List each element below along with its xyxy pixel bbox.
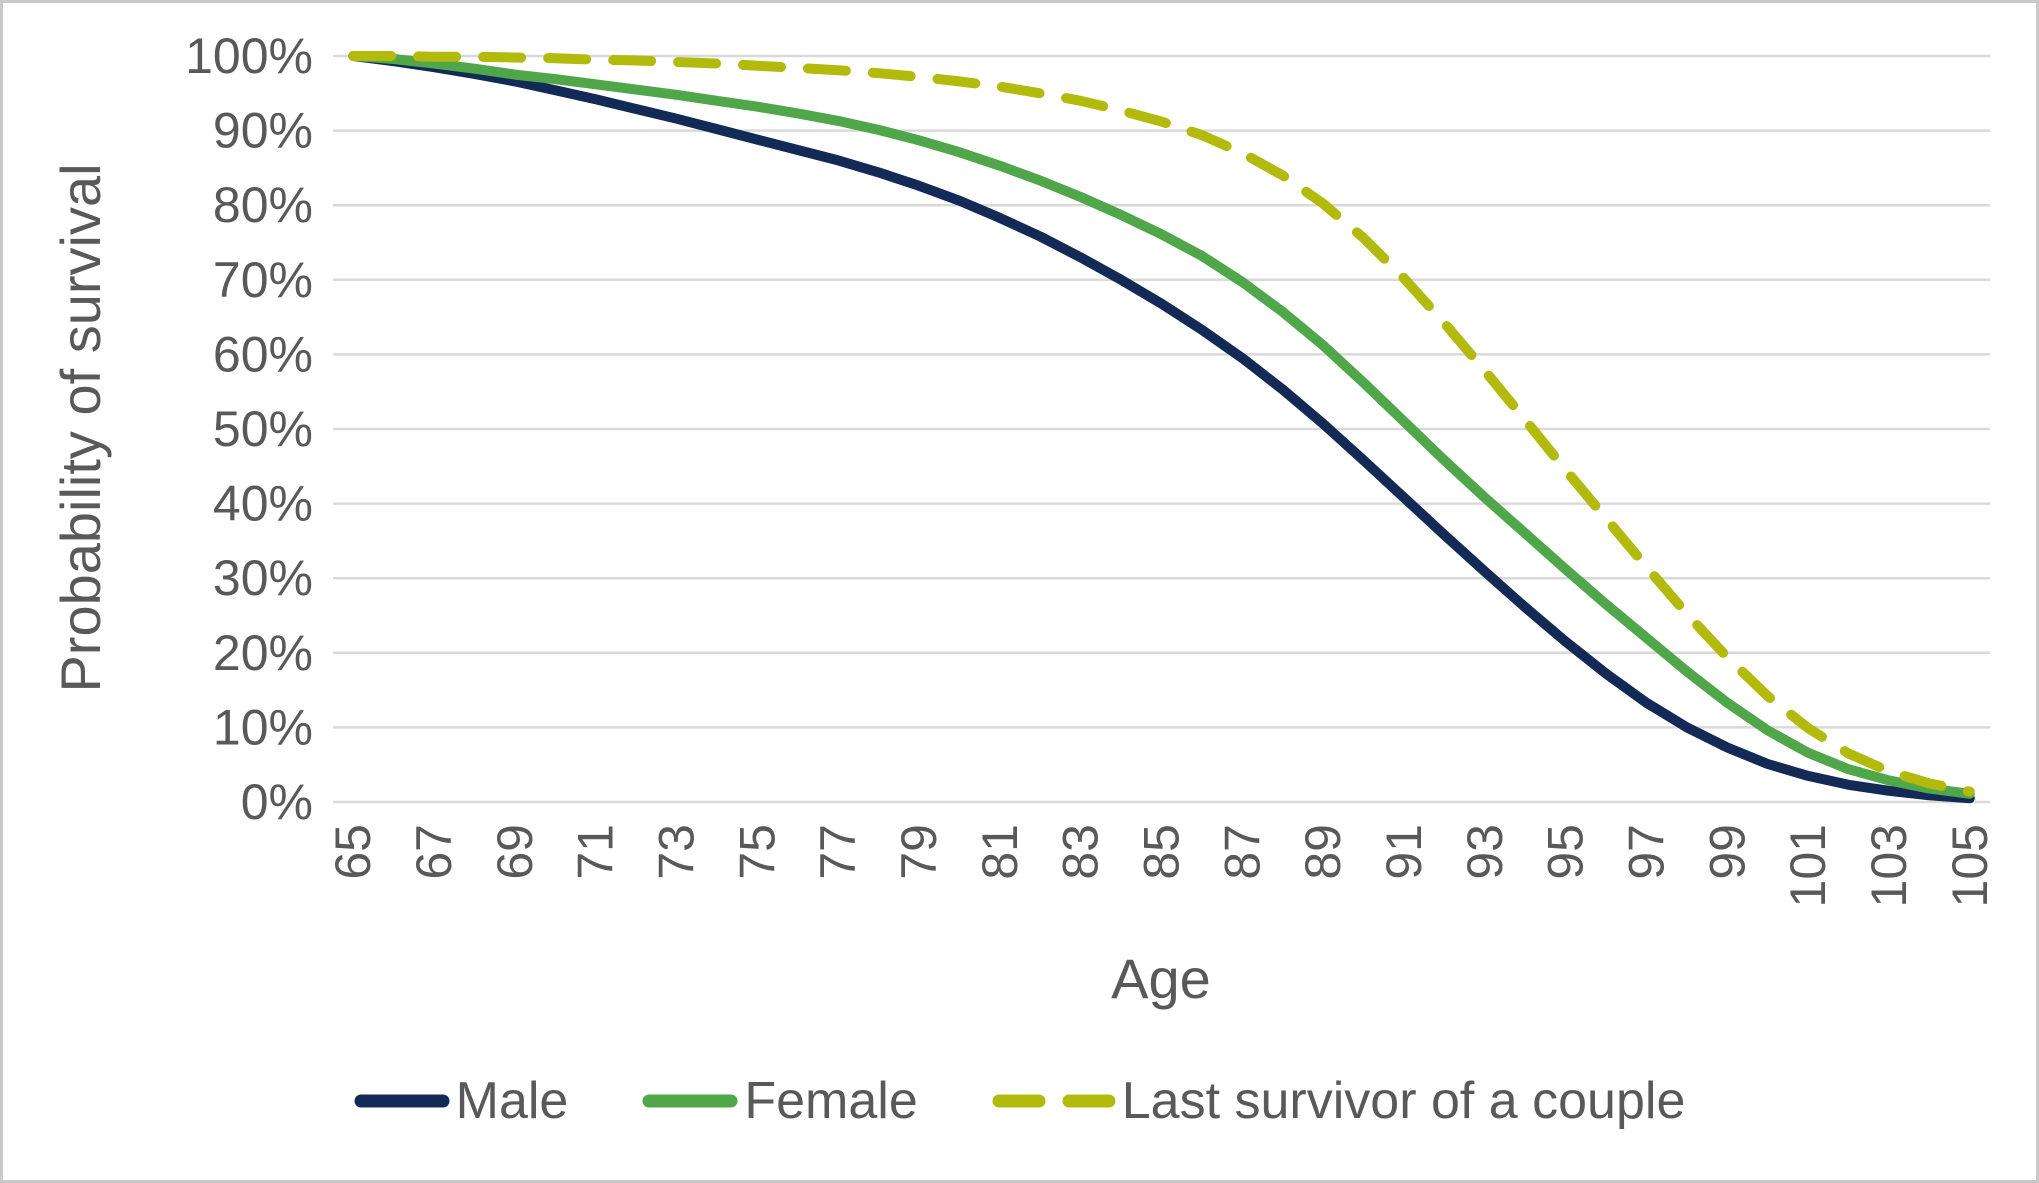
- y-tick-label-0%: 0%: [241, 774, 313, 830]
- x-tick-label-77: 77: [810, 824, 866, 880]
- y-tick-label-20%: 20%: [213, 625, 313, 681]
- survival-probability-chart: 0% 10% 20% 30% 40% 50% 60% 70% 80% 90% 100% 65 67 69 7…: [185, 28, 1998, 907]
- y-tick-label-50%: 50%: [213, 401, 313, 457]
- x-tick-label-97: 97: [1618, 824, 1674, 880]
- legend-label-male: Male: [455, 1072, 569, 1130]
- legend-label-female: Female: [744, 1072, 918, 1130]
- legend-item-male: Male: [354, 1072, 569, 1130]
- x-tick-label-95: 95: [1538, 824, 1594, 880]
- x-tick-label-99: 99: [1699, 824, 1755, 880]
- last-survivor-dashed-swatch-icon: [992, 1094, 1116, 1108]
- legend-item-last-survivor: Last survivor of a couple: [992, 1072, 1686, 1130]
- x-tick-label-67: 67: [406, 824, 462, 880]
- y-tick-label-60%: 60%: [213, 326, 313, 382]
- x-tick-label-73: 73: [649, 824, 705, 880]
- x-tick-label-65: 65: [325, 824, 381, 880]
- x-tick-label-81: 81: [972, 824, 1028, 880]
- x-tick-label-69: 69: [487, 824, 543, 880]
- legend: Male Female Last survivor of a couple: [3, 1075, 2036, 1127]
- legend-label-last-survivor: Last survivor of a couple: [1121, 1072, 1686, 1130]
- y-tick-label-80%: 80%: [213, 177, 313, 233]
- x-tick-label-89: 89: [1295, 824, 1351, 880]
- y-tick-label-70%: 70%: [213, 252, 313, 308]
- y-tick-label-10%: 10%: [213, 699, 313, 755]
- series-line-male: [348, 51, 1975, 804]
- x-tick-label-83: 83: [1053, 824, 1109, 880]
- female-line-swatch-icon: [642, 1094, 738, 1108]
- y-tick-label-100%: 100%: [185, 28, 313, 84]
- series-line-female: [348, 51, 1975, 799]
- x-tick-label-87: 87: [1214, 824, 1270, 880]
- x-axis-title: Age: [1111, 947, 1211, 1010]
- legend-item-female: Female: [642, 1072, 918, 1130]
- x-tick-label-101: 101: [1780, 824, 1836, 907]
- x-tick-label-71: 71: [568, 824, 624, 880]
- x-tick-label-75: 75: [729, 824, 785, 880]
- y-axis-title: Probability of survival: [49, 163, 112, 693]
- series-line-last-survivor-of-a-couple: [348, 51, 1975, 797]
- x-tick-label-105: 105: [1942, 824, 1998, 907]
- x-tick-label-103: 103: [1861, 824, 1917, 907]
- male-line-swatch-icon: [354, 1094, 450, 1108]
- y-tick-label-30%: 30%: [213, 550, 313, 606]
- y-tick-label-40%: 40%: [213, 476, 313, 532]
- x-tick-label-93: 93: [1457, 824, 1513, 880]
- x-tick-label-85: 85: [1134, 824, 1190, 880]
- y-tick-label-90%: 90%: [213, 103, 313, 159]
- x-tick-label-79: 79: [891, 824, 947, 880]
- x-tick-label-91: 91: [1376, 824, 1432, 880]
